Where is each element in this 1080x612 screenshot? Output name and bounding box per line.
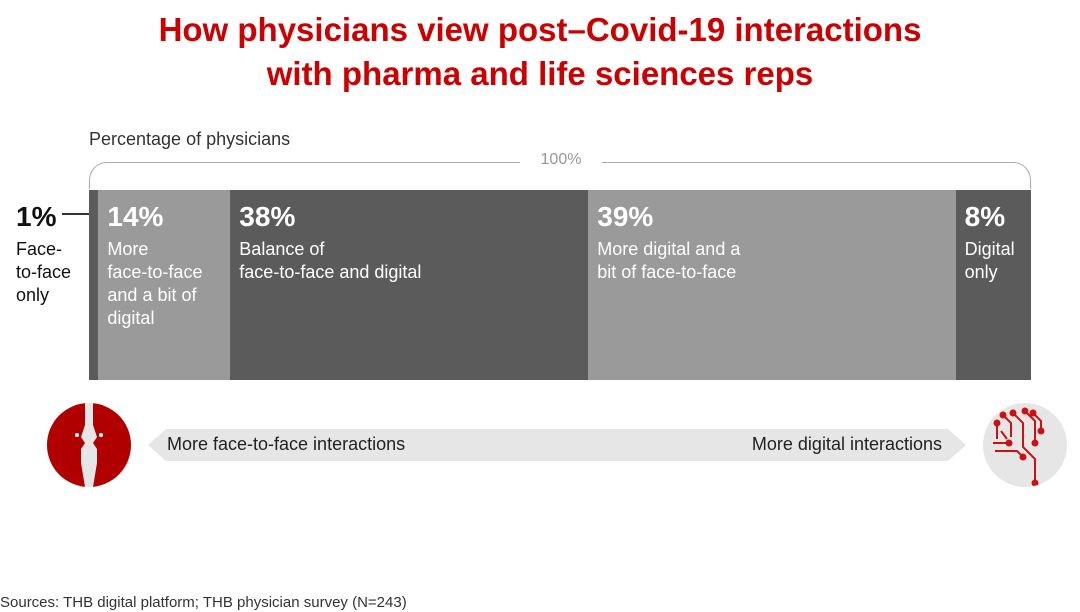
segment-label: More face-to-face and a bit of digital xyxy=(107,239,203,328)
scale-right-label: More digital interactions xyxy=(751,434,942,454)
total-label: 100% xyxy=(520,151,602,169)
value-label: 38% xyxy=(239,201,296,232)
segment-label: More digital and a bit of face-to-face xyxy=(597,239,741,282)
stacked-bar: 14% More face-to-face and a bit of digita… xyxy=(89,190,1031,380)
source-note: Sources: THB digital platform; THB physi… xyxy=(0,594,407,611)
chart-title: How physicians view post–Covid-19 intera… xyxy=(158,11,922,92)
segment-label: Balance of face-to-face and digital xyxy=(239,239,422,282)
circuit-brain-icon xyxy=(983,403,1067,487)
bar-segment xyxy=(89,190,99,380)
segment-label: Digital only xyxy=(964,239,1015,282)
bar-segment: 38% Balance of face-to-face and digital xyxy=(230,190,589,380)
value-label: 1% xyxy=(16,201,57,232)
scale-arrow xyxy=(148,429,966,461)
segment-label: Face- to-face only xyxy=(16,239,72,305)
value-label: 14% xyxy=(107,201,164,232)
scale-left-label: More face-to-face interactions xyxy=(167,434,406,454)
faces-profile-icon xyxy=(47,403,131,487)
value-label: 8% xyxy=(964,201,1006,232)
bar-segment: 39% More digital and a bit of face-to-fac… xyxy=(588,190,956,380)
outside-label-face-to-face-only: 1% Face- to-face only xyxy=(16,200,71,307)
value-label: 39% xyxy=(597,201,654,232)
axis-label: Percentage of physicians xyxy=(89,129,291,149)
bar-segment: 8% Digital only xyxy=(955,190,1031,380)
leader-line xyxy=(62,213,89,215)
bar-segment: 14% More face-to-face and a bit of digita… xyxy=(98,190,231,380)
